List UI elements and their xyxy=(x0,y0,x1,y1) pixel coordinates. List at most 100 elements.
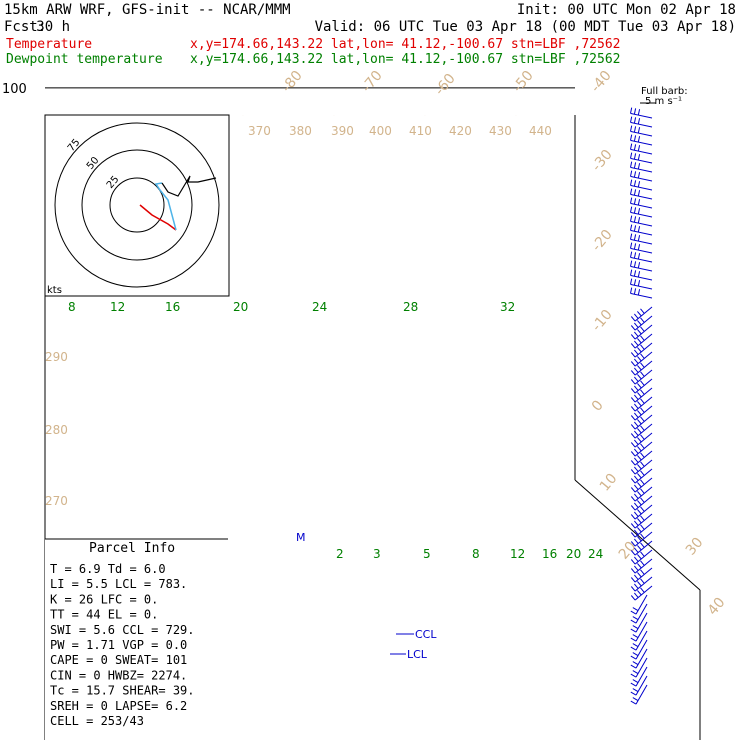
wind-barb-feather xyxy=(634,493,639,499)
wind-barb-feather xyxy=(633,216,637,223)
wind-barb-feather xyxy=(637,181,641,188)
wind-barb xyxy=(630,621,648,642)
wind-barb-feather xyxy=(640,470,645,476)
wind-barb-shaft xyxy=(635,612,648,633)
wind-barb-feather xyxy=(633,135,637,142)
wind-barb-feather xyxy=(637,527,642,533)
wind-barb xyxy=(630,513,653,529)
wind-barb xyxy=(630,504,653,520)
wind-barb-feather xyxy=(637,554,642,560)
isotherm-label: -80 xyxy=(279,68,306,96)
wind-barb-feather xyxy=(637,145,641,152)
level-markers: CCL LCL M xyxy=(296,531,437,661)
wind-barb-feather xyxy=(637,208,641,215)
wind-barb xyxy=(630,161,653,173)
wind-barb xyxy=(630,459,653,475)
wind-barb xyxy=(630,675,648,696)
temperature-label: Temperature xyxy=(6,37,92,52)
wind-barb-feather xyxy=(630,673,637,678)
hodograph-ring-25 xyxy=(109,177,165,233)
wind-barb-feather xyxy=(630,143,633,150)
wind-barb-feather xyxy=(634,412,639,418)
wind-barb xyxy=(630,423,653,439)
wind-barb-shaft xyxy=(635,594,648,615)
wind-barb xyxy=(630,531,653,547)
wind-barb-feather xyxy=(640,533,645,539)
wind-barb-feather xyxy=(640,335,645,341)
wind-barb-feather xyxy=(637,172,641,179)
wind-barb-feather xyxy=(630,278,633,285)
wind-barb xyxy=(630,360,653,376)
wind-barb-feather xyxy=(633,153,637,160)
wind-barb-feather xyxy=(640,587,645,593)
hodograph-units: kts xyxy=(47,285,62,296)
wind-barb-feather xyxy=(637,154,641,161)
wind-barb-feather xyxy=(637,190,641,197)
wind-barb-feather xyxy=(640,497,645,503)
wind-barb-shaft xyxy=(630,220,653,227)
wind-barb-feather xyxy=(630,134,633,141)
wind-barb-feather xyxy=(633,162,637,169)
hodograph-ring-50 xyxy=(81,149,193,261)
parcel-info-row: TT = 44 EL = 0. xyxy=(50,608,158,622)
fcst-value: 30 h xyxy=(36,19,70,35)
wind-barb xyxy=(630,224,653,236)
wind-barb-shaft xyxy=(630,265,653,272)
hodograph: 75 50 25 kts xyxy=(44,114,230,297)
parcel-info-row: CAPE = 0 SWEAT= 101 xyxy=(50,653,187,667)
wind-barb-feather xyxy=(637,235,641,242)
wind-barb-feather xyxy=(630,152,633,159)
wind-barb-feather xyxy=(640,353,645,359)
ccl-label: CCL xyxy=(415,628,437,641)
wind-barb-feather xyxy=(634,574,639,580)
wind-barb-feather xyxy=(640,506,645,512)
wind-barb-feather xyxy=(640,344,645,350)
wind-barb-feather xyxy=(637,563,642,569)
wind-barb-feather xyxy=(630,179,633,186)
mixing-ratio-label: 16 xyxy=(165,300,180,314)
wind-barb-feather xyxy=(634,349,639,355)
mixing-ratio-label: 8 xyxy=(68,300,76,314)
wind-barb xyxy=(630,648,648,669)
wind-barb-feather xyxy=(637,473,642,479)
wind-barb-feather xyxy=(632,652,639,657)
mixing-ratio-label: 3 xyxy=(373,547,381,561)
wind-barb-feather xyxy=(634,592,639,598)
wind-barb-shaft xyxy=(630,247,653,254)
wind-barb xyxy=(630,396,653,412)
wind-barb-feather xyxy=(630,628,637,633)
hodograph-red-segment xyxy=(139,204,177,231)
wind-barb-feather xyxy=(634,565,639,571)
theta-e-label: 420 xyxy=(449,124,472,138)
mixing-ratio-label: 2 xyxy=(336,547,344,561)
wind-barb-feather xyxy=(630,206,633,213)
wind-barb-feather xyxy=(640,551,645,557)
wind-barb-feather xyxy=(630,334,636,340)
wind-barb-shaft xyxy=(635,684,648,705)
wind-barb-feather xyxy=(630,451,636,457)
hodograph-black-segment xyxy=(161,175,217,197)
isotherm-label: -50 xyxy=(510,68,537,96)
wind-barb-feather xyxy=(637,437,642,443)
wind-barb xyxy=(630,450,653,466)
wind-barb-feather xyxy=(633,207,637,214)
mixing-ratio-label: 32 xyxy=(500,300,515,314)
wind-barb xyxy=(630,188,653,200)
wind-barb-feather xyxy=(637,509,642,515)
wind-barb-feather xyxy=(630,478,636,484)
wind-barb-feather xyxy=(634,385,639,391)
theta-e-label: 410 xyxy=(409,124,432,138)
wind-barb-feather xyxy=(632,661,639,666)
wind-barb-feather xyxy=(630,595,636,601)
wind-barb-feather xyxy=(630,577,636,583)
wind-barb-feather xyxy=(634,313,639,319)
wind-barb xyxy=(630,333,653,349)
wind-barb-feather xyxy=(633,144,637,151)
wind-barb-feather xyxy=(634,547,639,553)
wind-barb-feather xyxy=(632,679,639,684)
wind-barb-feather xyxy=(637,446,642,452)
wind-barb-feather xyxy=(634,340,639,346)
parcel-info-row: SWI = 5.6 CCL = 729. xyxy=(50,623,195,637)
wind-barb-shaft xyxy=(630,229,653,236)
wind-barb xyxy=(630,306,653,322)
